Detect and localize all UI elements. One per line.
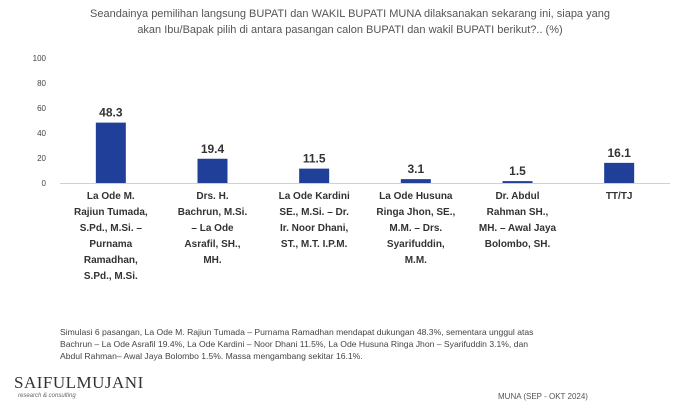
data-label: 3.1 xyxy=(407,162,424,176)
caption-line1: Simulasi 6 pasangan, La Ode M. Rajiun Tu… xyxy=(60,327,534,337)
data-label: 11.5 xyxy=(303,152,326,166)
brand-logo: SAIFULMUJANI xyxy=(14,373,144,392)
bar xyxy=(197,158,228,183)
y-tick-label: 60 xyxy=(37,104,46,113)
data-label: 48.3 xyxy=(99,106,123,120)
data-label: 1.5 xyxy=(509,164,526,178)
x-tick-label: La Ode M. Rajiun Tumada, S.Pd., M.Si. – Pur… xyxy=(74,191,148,282)
bar xyxy=(502,181,533,183)
bar-chart: 0 20 40 60 80 100 48.3 La Ode M. Rajiun Tumada, S… xyxy=(33,54,670,282)
caption: Simulasi 6 pasangan, La Ode M. Rajiun Tu… xyxy=(60,326,670,362)
caption-line3: Abdul Rahman– Awal Jaya Bolombo 1.5%. Ma… xyxy=(60,351,363,361)
x-tick-label: La Ode Kardini SE., M.Si. – Dr. Ir. Noor D… xyxy=(279,191,350,250)
x-tick-label: La Ode Husuna Ringa Jhon, SE., M.M. – Drs.… xyxy=(376,191,455,266)
y-tick-label: 20 xyxy=(37,154,46,163)
x-tick-label: TT/TJ xyxy=(606,191,633,202)
brand-logo-subtitle: research & consulting xyxy=(18,393,76,399)
data-label: 19.4 xyxy=(201,142,225,156)
chart-title-line2: akan Ibu/Bapak pilih di antara pasangan … xyxy=(137,24,563,36)
y-tick-label: 40 xyxy=(37,129,46,138)
bar xyxy=(299,168,330,183)
caption-line2: Bachrun – La Ode Asrafil 19.4%, La Ode K… xyxy=(60,339,529,349)
bar xyxy=(604,162,635,183)
y-tick-label: 100 xyxy=(33,54,47,63)
footer-source: MUNA (SEP - OKT 2024) xyxy=(498,392,588,401)
chart-title-line1: Seandainya pemilihan langsung BUPATI dan… xyxy=(90,8,610,20)
bar xyxy=(95,122,126,183)
y-tick-label: 80 xyxy=(37,79,46,88)
bar xyxy=(400,179,431,183)
chart-title: Seandainya pemilihan langsung BUPATI dan… xyxy=(40,6,660,38)
x-tick-label: Dr. Abdul Rahman SH., MH. – Awal Jaya Bolom… xyxy=(479,191,557,250)
y-tick-label: 0 xyxy=(42,179,47,188)
x-tick-label: Drs. H. Bachrun, M.Si. – La Ode Asrafil, SH… xyxy=(178,191,248,266)
data-label: 16.1 xyxy=(607,146,631,160)
